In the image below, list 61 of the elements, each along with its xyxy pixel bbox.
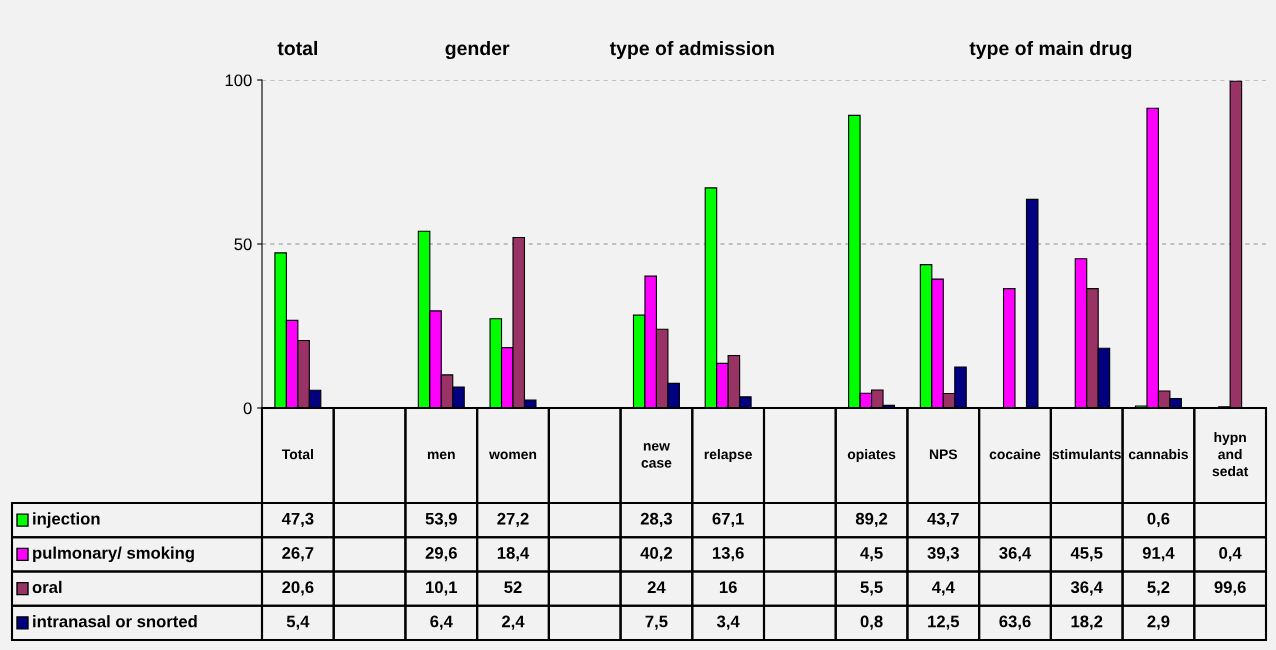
data-label: 63,6 <box>999 615 1031 630</box>
y-tick-label: 0 <box>243 402 252 415</box>
x-tick-label: new case <box>641 443 672 468</box>
data-label: 36,4 <box>999 547 1032 562</box>
data-label: 4,4 <box>931 581 955 596</box>
data-label: 18,2 <box>1071 615 1103 630</box>
data-label: 45,5 <box>1070 547 1103 562</box>
data-label: 89,2 <box>855 512 888 528</box>
x-tick-label: relapse <box>704 449 752 462</box>
data-label: 40,2 <box>640 547 672 562</box>
x-tick-label: men <box>427 451 455 460</box>
data-label: 3,4 <box>716 615 740 630</box>
data-label: 24 <box>647 581 666 593</box>
text: type of main drug <box>969 40 1132 60</box>
data-label: 99,6 <box>1214 581 1246 596</box>
x-tick-label: cocaine <box>989 449 1041 460</box>
x-tick-label: women <box>489 451 537 460</box>
data-label: 0,6 <box>1147 512 1170 528</box>
text: gender <box>445 40 510 60</box>
data-label: 5,2 <box>1147 581 1170 596</box>
data-label: 2,9 <box>1147 615 1170 630</box>
x-tick-label: stimulants <box>1052 449 1121 460</box>
x-tick-label: hypn and sedat <box>1212 432 1249 477</box>
data-label: 12,5 <box>928 615 960 630</box>
legend-label: oral <box>32 580 62 594</box>
data-label: 29,6 <box>425 547 457 562</box>
data-label: 53,9 <box>425 512 457 528</box>
data-label: 36,4 <box>1070 581 1103 596</box>
data-label: 27,2 <box>497 512 529 528</box>
data-label: 47,3 <box>281 512 314 528</box>
data-label: 0,8 <box>860 615 883 630</box>
x-tick-label: opiates <box>847 449 896 462</box>
data-label: 20,6 <box>282 581 314 596</box>
y-tick-label: 50 <box>234 238 252 251</box>
data-label: 28,3 <box>640 512 673 528</box>
data-label: 5,5 <box>860 581 883 596</box>
data-label: 67,1 <box>712 512 744 528</box>
data-label: 5,4 <box>286 615 310 630</box>
data-label: 26,7 <box>282 547 314 562</box>
y-tick-label: 100 <box>225 74 252 87</box>
legend-label: injection <box>33 512 100 528</box>
data-label: 0,4 <box>1219 547 1242 562</box>
x-tick-label: Total <box>281 449 313 460</box>
data-label: 39,3 <box>927 547 959 562</box>
data-label: 4,5 <box>860 547 883 562</box>
data-label: 16 <box>719 581 737 594</box>
data-label: 43,7 <box>927 512 959 528</box>
x-tick-label: cannabis <box>1128 449 1188 460</box>
legend-label: intranasal or snorted <box>33 615 197 628</box>
data-label: 2,4 <box>501 615 525 630</box>
data-label: 10,1 <box>426 581 458 596</box>
legend-label: pulmonary/ smoking <box>33 546 194 563</box>
data-label: 13,6 <box>712 547 744 562</box>
text: type of admission <box>609 40 774 60</box>
data-label: 7,5 <box>645 615 668 630</box>
x-tick-label: NPS <box>929 449 958 460</box>
text: total <box>277 40 317 56</box>
data-label: 91,4 <box>1142 547 1175 562</box>
data-label: 18,4 <box>497 547 530 562</box>
data-label: 6,4 <box>430 615 453 630</box>
data-label: 52 <box>504 581 522 594</box>
